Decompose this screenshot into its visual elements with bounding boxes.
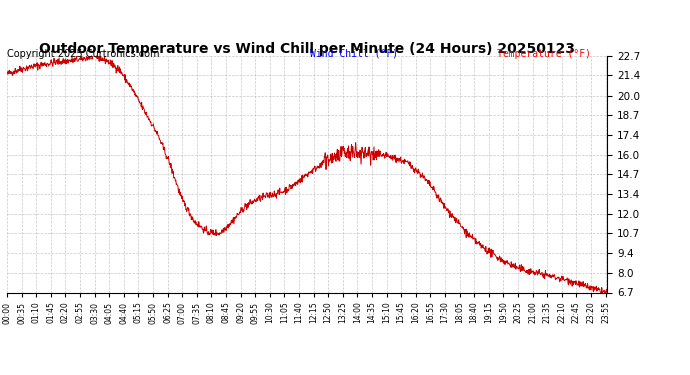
- Text: Temperature (°F): Temperature (°F): [497, 49, 591, 59]
- Text: Wind Chill (°F): Wind Chill (°F): [310, 49, 399, 59]
- Text: Copyright 2025 Curtronics.com: Copyright 2025 Curtronics.com: [7, 49, 159, 59]
- Title: Outdoor Temperature vs Wind Chill per Minute (24 Hours) 20250123: Outdoor Temperature vs Wind Chill per Mi…: [39, 42, 575, 56]
